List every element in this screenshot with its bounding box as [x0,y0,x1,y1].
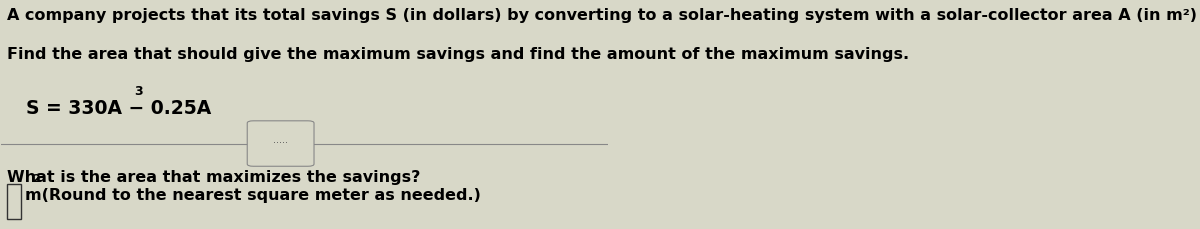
Text: What is the area that maximizes the savings?: What is the area that maximizes the savi… [7,169,421,184]
Text: (Round to the nearest square meter as needed.): (Round to the nearest square meter as ne… [36,187,481,202]
FancyBboxPatch shape [247,121,314,166]
Text: S = 330A − 0.25A: S = 330A − 0.25A [25,99,211,117]
Text: Find the area that should give the maximum savings and find the amount of the ma: Find the area that should give the maxim… [7,47,910,62]
FancyBboxPatch shape [7,185,20,218]
Text: 3: 3 [133,85,143,98]
Text: 2: 2 [31,173,40,183]
Text: A company projects that its total savings S (in dollars) by converting to a sola: A company projects that its total saving… [7,8,1200,23]
Text: m: m [24,187,41,202]
Text: .....: ..... [274,134,288,144]
